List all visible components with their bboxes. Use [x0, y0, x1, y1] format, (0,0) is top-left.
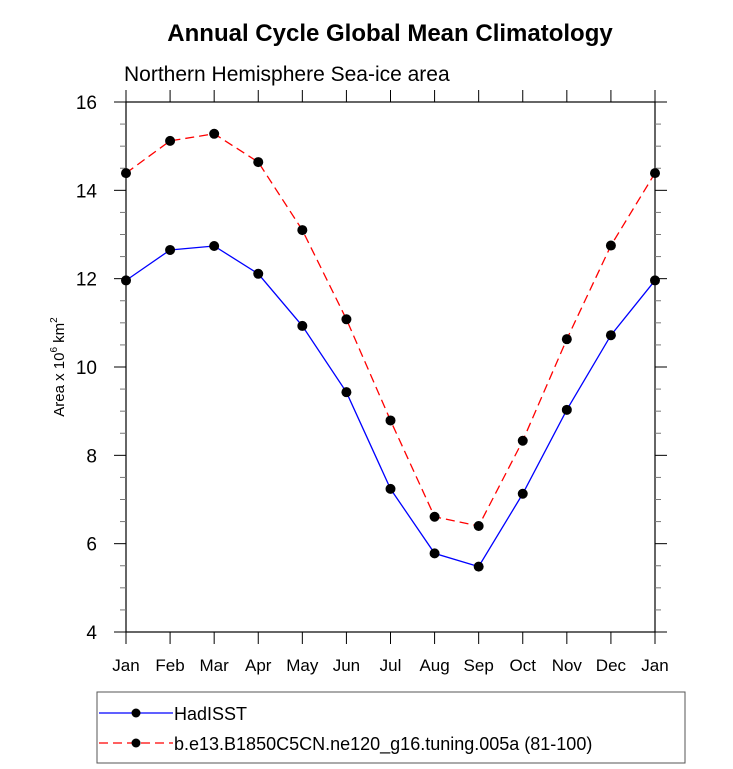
series-group	[121, 128, 660, 572]
axes	[114, 90, 667, 644]
x-tick-label: Aug	[419, 656, 449, 675]
series-line	[125, 245, 656, 568]
y-axis-label: Area x 106 km2	[49, 317, 68, 417]
data-point	[385, 483, 396, 494]
data-point	[605, 240, 616, 251]
y-tick-label: 6	[86, 535, 97, 556]
x-tick-label: Sep	[464, 656, 494, 675]
x-tick-label: Feb	[155, 656, 184, 675]
data-point	[385, 415, 396, 426]
y-tick-label: 10	[76, 358, 97, 379]
x-tick-label: Jun	[333, 656, 360, 675]
x-tick-label: Oct	[510, 656, 537, 675]
data-point	[121, 275, 131, 286]
data-point	[165, 135, 176, 146]
data-point	[209, 128, 220, 139]
data-point	[473, 521, 484, 531]
legend: HadISST b.e13.B1850C5CN.ne120_g16.tuning.…	[96, 691, 686, 764]
data-point	[650, 168, 660, 179]
y-tick-label: 14	[76, 181, 98, 202]
series-model	[121, 128, 660, 531]
data-point	[429, 548, 440, 559]
x-tick-label: Jan	[641, 656, 668, 675]
y-tick-label: 8	[86, 446, 97, 467]
series-hadisst	[121, 240, 660, 572]
data-point	[341, 387, 352, 398]
legend-box	[96, 691, 686, 764]
x-tick-label: Mar	[200, 656, 230, 675]
data-point	[209, 240, 220, 251]
data-point	[605, 330, 616, 341]
x-tick-label: Jan	[112, 656, 139, 675]
data-point	[297, 320, 308, 331]
x-tick-labels: Jan Feb Mar Apr May Jun Jul Aug Sep Oct Nov Dec Jan	[112, 656, 668, 675]
data-point	[429, 511, 440, 522]
data-point	[165, 244, 176, 255]
data-point	[253, 268, 264, 279]
chart-title: Annual Cycle Global Mean Climatology	[167, 20, 613, 47]
x-tick-label: Dec	[596, 656, 627, 675]
x-tick-label: Nov	[552, 656, 583, 675]
x-tick-label: May	[286, 656, 319, 675]
data-point	[561, 334, 572, 345]
y-tick-label: 4	[86, 623, 97, 644]
series-line	[125, 133, 656, 527]
y-tick-labels: 4 6 8 10 12 14 16	[76, 93, 98, 644]
y-tick-label: 12	[76, 270, 97, 291]
data-point	[517, 488, 528, 499]
legend-label: HadISST	[174, 704, 247, 724]
plot-frame	[125, 101, 656, 633]
x-tick-label: Jul	[380, 656, 402, 675]
y-tick-label: 16	[76, 93, 97, 114]
data-point	[253, 157, 264, 168]
chart-subtitle: Northern Hemisphere Sea-ice area	[124, 63, 450, 86]
data-point	[341, 314, 352, 325]
x-tick-label: Apr	[245, 656, 272, 675]
data-point	[473, 561, 484, 572]
legend-marker	[131, 738, 141, 748]
data-point	[650, 275, 660, 286]
legend-label: b.e13.B1850C5CN.ne120_g16.tuning.005a (8…	[174, 734, 592, 755]
legend-item: HadISST	[99, 704, 247, 724]
data-point	[517, 435, 528, 446]
data-point	[297, 225, 308, 236]
data-point	[561, 404, 572, 415]
legend-marker	[131, 708, 141, 718]
legend-item: b.e13.B1850C5CN.ne120_g16.tuning.005a (8…	[99, 734, 592, 755]
data-point	[121, 168, 131, 179]
